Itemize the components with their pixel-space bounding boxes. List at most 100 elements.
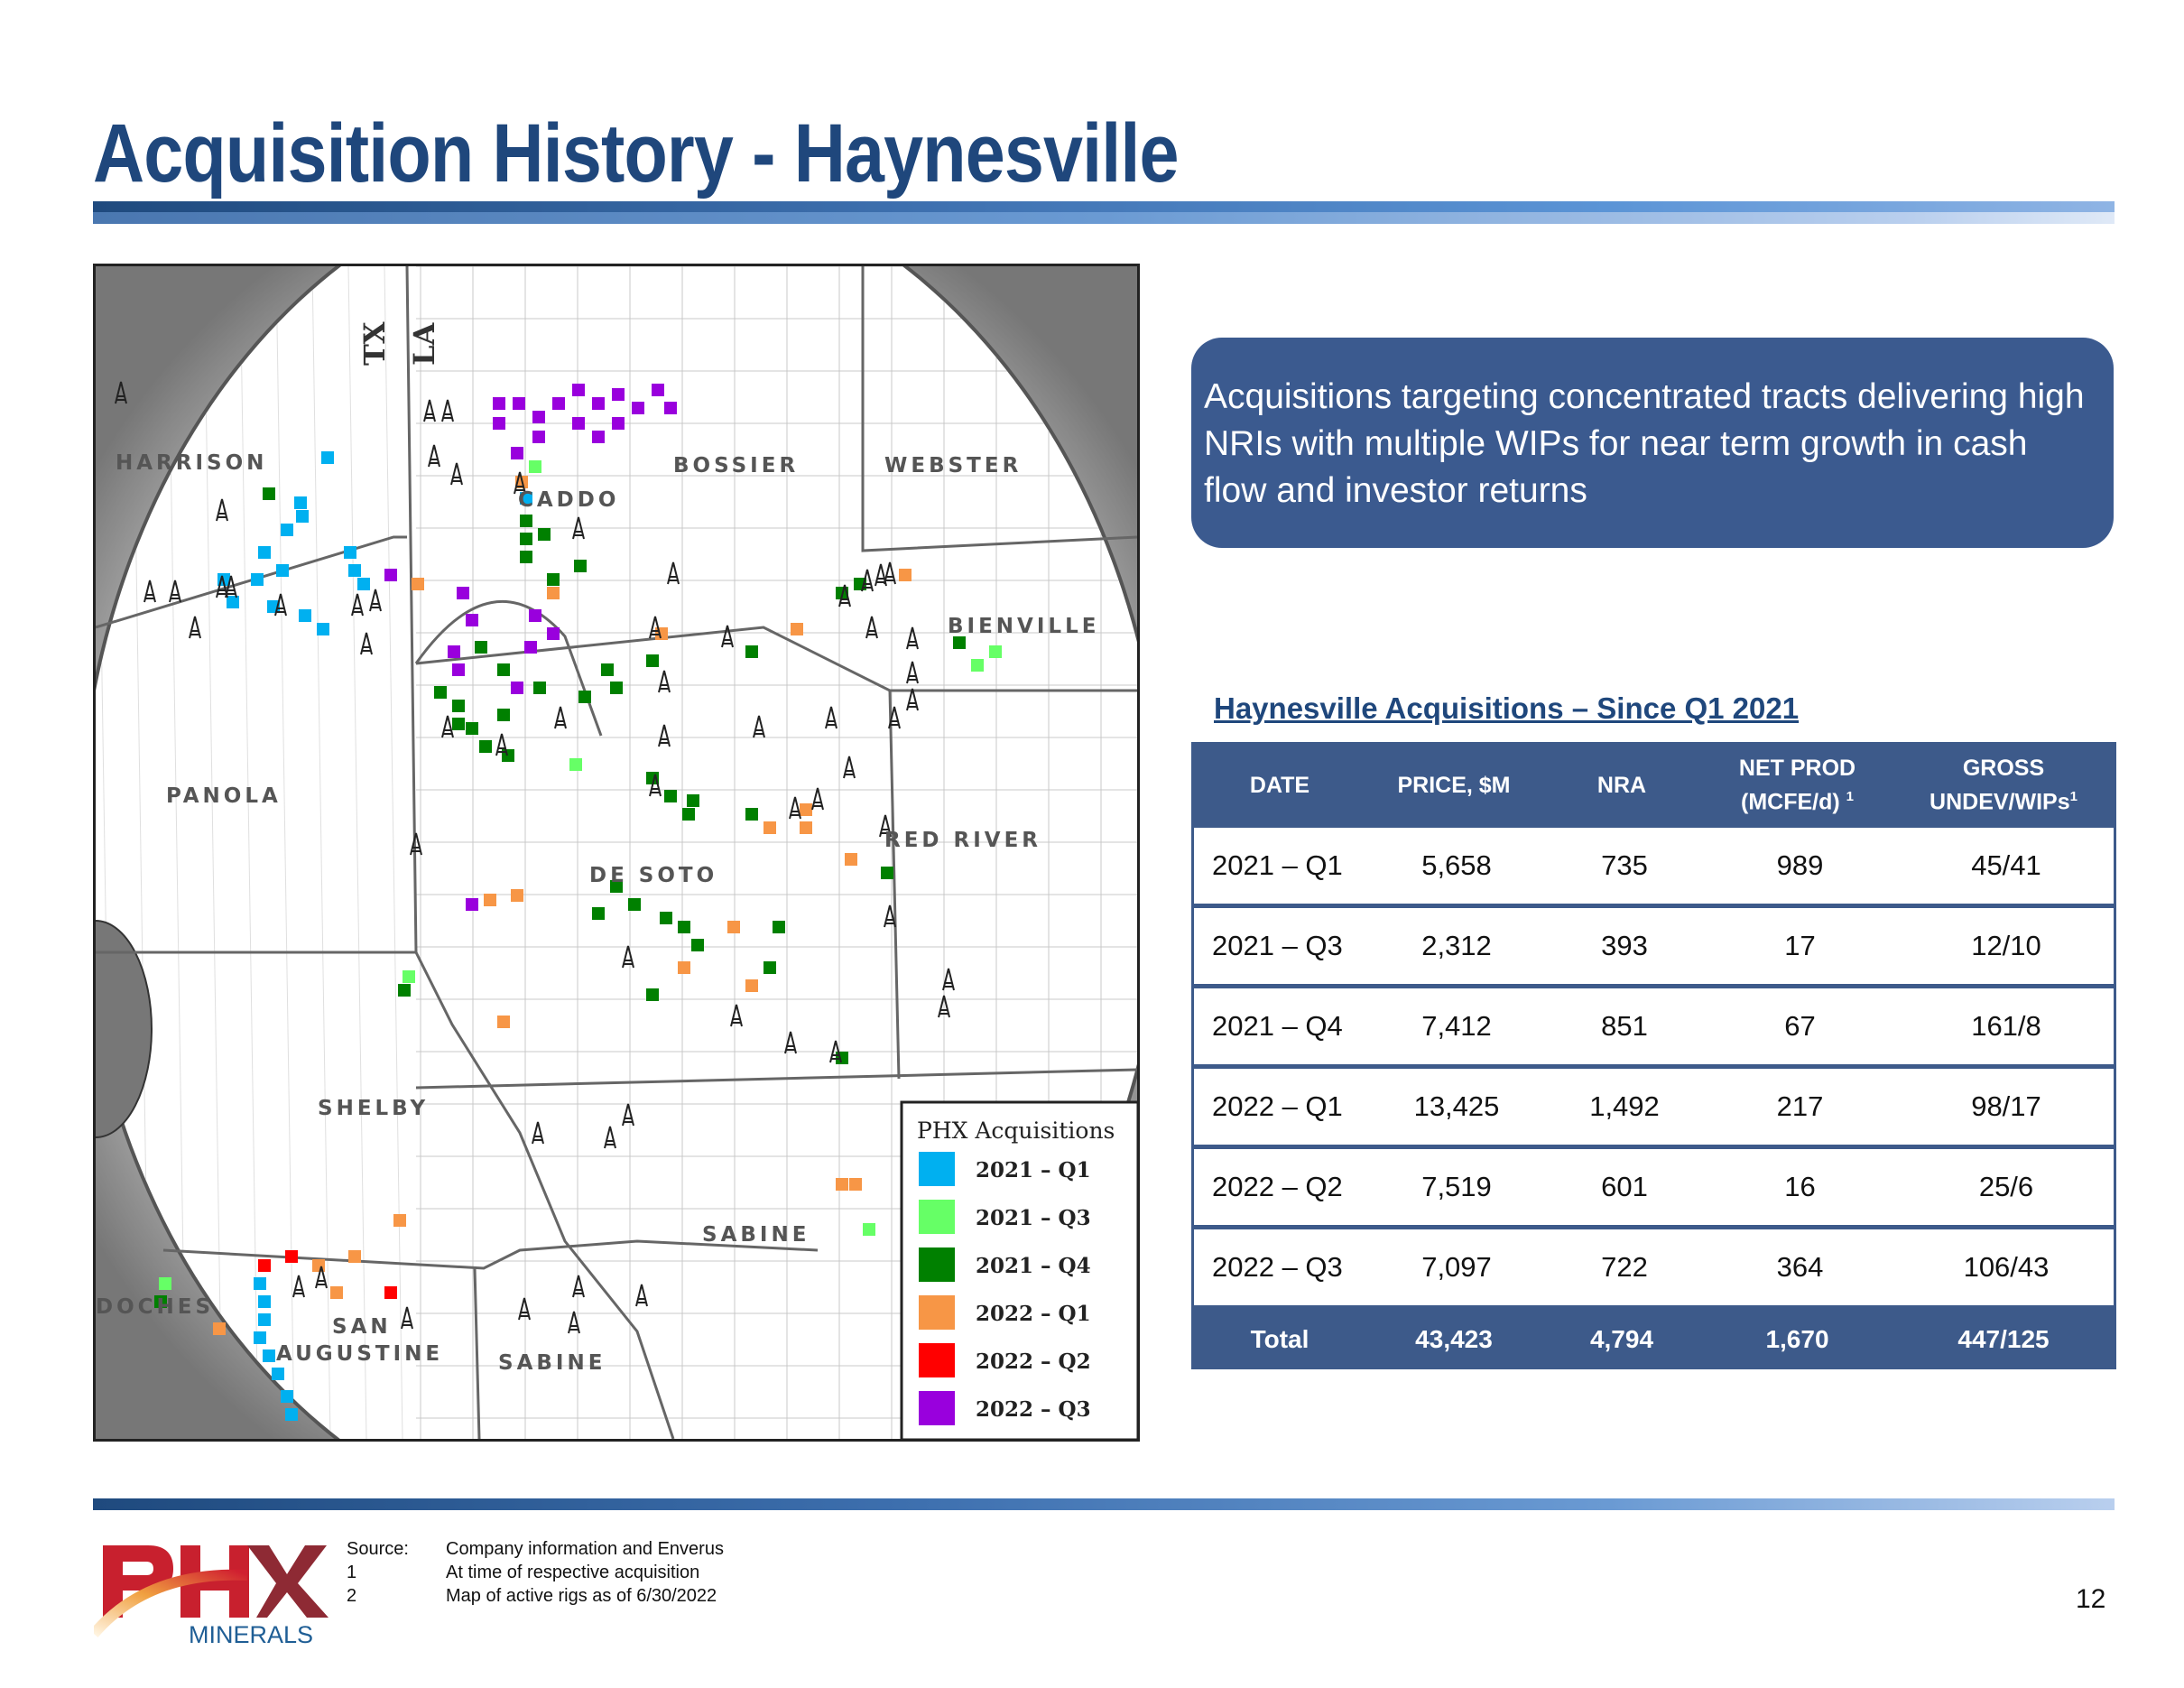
county-label-desoto: DE SOTO: [589, 864, 717, 887]
acquisition-tract: [348, 1250, 361, 1263]
rig-icon: [658, 724, 671, 747]
rig-icon: [730, 1004, 743, 1027]
acquisition-tract: [687, 794, 699, 807]
rig-icon: [825, 706, 838, 729]
acquisition-tract: [452, 663, 465, 676]
acquisition-tract: [285, 1408, 298, 1421]
acquisition-tract: [263, 1349, 275, 1362]
acquisition-tract: [497, 663, 510, 676]
acquisition-tract: [330, 1286, 343, 1299]
rig-icon: [667, 561, 680, 585]
acquisition-tract: [276, 564, 289, 577]
acquisition-tract: [384, 569, 397, 581]
rig-icon: [189, 616, 201, 639]
table-row: 2021 – Q1 5,658 735 989 45/41: [1194, 828, 2114, 904]
rig-icon: [369, 589, 382, 612]
rig-icon: [649, 774, 662, 797]
legend-swatch: [919, 1391, 955, 1425]
acquisition-tract: [357, 578, 370, 590]
title-divider-light: [93, 212, 2115, 224]
acquisition-tract: [682, 808, 695, 821]
table-cell: 2022 – Q1: [1212, 1090, 1343, 1122]
table-row: 2022 – Q3 7,097 722 364 106/43: [1194, 1229, 2114, 1305]
acquisition-tract: [384, 1286, 397, 1299]
acquisition-tract: [272, 1368, 284, 1380]
title-divider: [93, 201, 2115, 212]
acquisition-tract: [493, 417, 505, 430]
legend-swatch: [919, 1247, 955, 1282]
legend-label: 2021 – Q1: [976, 1158, 1091, 1183]
acquisition-tract: [745, 979, 758, 992]
acquisition-tract: [452, 700, 465, 712]
county-label-caddo: CADDO: [518, 488, 619, 512]
legend-label: 2021 – Q3: [976, 1206, 1091, 1230]
acquisition-tract: [520, 551, 532, 563]
rig-icon: [423, 399, 436, 422]
acquisition-tract: [294, 496, 307, 509]
acquisition-tract: [612, 388, 625, 401]
acquisition-tract: [412, 578, 424, 590]
rig-icon: [875, 563, 887, 587]
acquisition-tract: [511, 889, 523, 902]
acquisition-tract: [457, 587, 469, 599]
rig-icon: [450, 462, 463, 486]
acquisition-tract: [971, 659, 984, 672]
acquisition-tract: [989, 645, 1002, 658]
acquisition-tract: [511, 447, 523, 459]
acquisition-tract: [612, 417, 625, 430]
acquisition-tract: [466, 614, 478, 626]
acquisition-tract: [398, 984, 411, 997]
table-row: 2021 – Q4 7,412 851 67 161/8: [1194, 988, 2114, 1064]
table-cell: 13,425: [1413, 1090, 1500, 1122]
rig-icon: [865, 616, 878, 639]
total-cell: 4,794: [1589, 1325, 1654, 1353]
footnote-text: Map of active rigs as of 6/30/2022: [446, 1586, 717, 1606]
acquisition-tract: [652, 384, 664, 396]
rig-icon: [829, 1040, 842, 1063]
acquisition-tract: [845, 853, 857, 866]
table-cell: 67: [1784, 1010, 1816, 1042]
acquisition-tract: [532, 411, 545, 423]
total-cell: 447/125: [1957, 1325, 2050, 1353]
county-label-sabine-la: SABINE: [702, 1223, 810, 1247]
acquisition-tract: [547, 627, 560, 640]
acquisition-tract: [479, 740, 492, 753]
acquisition-tract: [258, 546, 271, 559]
rig-icon: [906, 626, 919, 650]
acquisition-tract: [678, 921, 690, 933]
acquisition-tract: [881, 867, 893, 879]
acquisition-tract: [159, 1277, 171, 1290]
rig-icon: [225, 575, 237, 598]
table-cell: 2021 – Q4: [1212, 1010, 1343, 1042]
county-label-san-augustine: SAN: [332, 1315, 392, 1339]
acquisition-tract: [552, 397, 565, 410]
table-row: 2021 – Q3 2,312 393 17 12/10: [1194, 908, 2114, 984]
rig-icon: [604, 1126, 616, 1149]
acquisition-tract: [601, 663, 614, 676]
rig-icon: [401, 1306, 413, 1330]
acquisition-tract: [344, 546, 356, 559]
col-header-date: DATE: [1249, 772, 1310, 798]
table-cell: 735: [1601, 849, 1648, 881]
acquisition-tract: [610, 682, 623, 694]
footnote-text: At time of respective acquisition: [446, 1563, 700, 1582]
table-heading: Haynesville Acquisitions – Since Q1 2021: [1214, 691, 1800, 725]
legend-label: 2022 – Q1: [976, 1302, 1091, 1326]
acquisition-tract: [664, 790, 677, 802]
legend-swatch: [919, 1295, 955, 1330]
acquisition-tract: [691, 939, 704, 951]
acquisition-tract: [254, 1331, 266, 1344]
acquisition-tract: [448, 645, 460, 658]
acquisition-tract: [574, 560, 587, 572]
table-row: 2022 – Q2 7,519 601 16 25/6: [1194, 1149, 2114, 1225]
acquisition-tract: [610, 880, 623, 893]
acquisition-tract: [745, 808, 758, 821]
acquisition-tract: [520, 492, 532, 505]
county-label-shelby: SHELBY: [318, 1097, 429, 1120]
acquisition-tract: [899, 569, 912, 581]
rig-icon: [789, 796, 801, 820]
rig-icon: [884, 904, 896, 928]
legend-label: 2022 – Q3: [976, 1397, 1091, 1422]
table-cell: 161/8: [1971, 1010, 2041, 1042]
rig-icon: [568, 1311, 580, 1334]
